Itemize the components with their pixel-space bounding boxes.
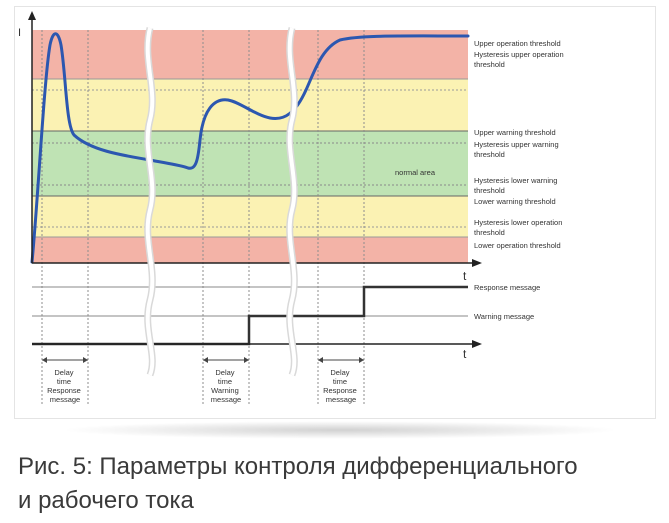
label-hysteresis-upper-operation: Hysteresis upper operation threshold <box>474 50 566 69</box>
delay-bracket-arrows <box>42 357 364 363</box>
delay-label-1-l1: Delay <box>54 368 73 377</box>
delay-label-3: Delay time Response message <box>323 368 359 404</box>
x-axis-top-label: t <box>463 269 467 283</box>
response-message-label: Response message <box>474 283 540 292</box>
delay-label-2-l1: Delay <box>215 368 234 377</box>
delay-arrow-3r <box>359 357 364 363</box>
delay-arrow-3l <box>318 357 323 363</box>
lower-warning-zone <box>32 196 468 237</box>
time-break-1-inner <box>145 27 155 376</box>
x-axis-top-arrow <box>472 259 482 267</box>
warning-message-label: Warning message <box>474 312 534 321</box>
threshold-labels: Upper operation threshold Hysteresis upp… <box>474 39 566 250</box>
label-hysteresis-upper-warning-l1: Hysteresis upper warning <box>474 140 559 149</box>
label-hysteresis-lower-operation: Hysteresis lower operation threshold <box>474 218 564 237</box>
label-lower-operation-threshold: Lower operation threshold <box>474 241 561 250</box>
delay-labels: Delay time Response message Delay time W… <box>47 368 359 404</box>
delay-label-1-l2: time <box>57 377 71 386</box>
time-breaks-white <box>145 27 297 376</box>
normal-area-label: normal area <box>395 168 436 177</box>
delay-label-1: Delay time Response message <box>47 368 83 404</box>
delay-label-2-l3: Warning <box>211 386 239 395</box>
panel-shadow <box>60 421 620 439</box>
normal-zone <box>32 131 468 196</box>
threshold-lines <box>32 78 468 238</box>
label-upper-warning-threshold: Upper warning threshold <box>474 128 556 137</box>
upper-warning-zone <box>32 79 468 131</box>
delay-arrow-2r <box>244 357 249 363</box>
label-hysteresis-lower-warning-l1: Hysteresis lower warning <box>474 176 557 185</box>
delay-label-2: Delay time Warning message <box>211 368 241 404</box>
label-hysteresis-upper-warning-l2: threshold <box>474 150 505 159</box>
label-hysteresis-lower-operation-l2: threshold <box>474 228 505 237</box>
x-axis-bottom-arrow <box>472 340 482 348</box>
delay-label-1-l3: Response <box>47 386 81 395</box>
delay-arrow-1r <box>83 357 88 363</box>
delay-arrow-2l <box>203 357 208 363</box>
label-hysteresis-upper-operation-l2: threshold <box>474 60 505 69</box>
figure-caption: Рис. 5: Параметры контроля дифференциаль… <box>18 450 658 518</box>
caption-line-2: и рабочего тока <box>18 487 194 514</box>
time-break-2-inner <box>287 27 297 376</box>
caption-line-1: Рис. 5: Параметры контроля дифференциаль… <box>18 453 578 480</box>
label-hysteresis-lower-warning-l2: threshold <box>474 186 505 195</box>
label-lower-warning-threshold: Lower warning threshold <box>474 197 556 206</box>
y-axis-label: I <box>18 27 21 39</box>
label-hysteresis-lower-warning: Hysteresis lower warning threshold <box>474 176 559 195</box>
delay-arrow-1l <box>42 357 47 363</box>
upper-operation-zone <box>32 30 468 79</box>
y-axis-arrow <box>28 11 36 20</box>
label-hysteresis-upper-operation-l1: Hysteresis upper operation <box>474 50 564 59</box>
delay-label-3-l1: Delay <box>330 368 349 377</box>
x-axis-bottom-label: t <box>463 347 467 361</box>
delay-label-1-l4: message <box>50 395 80 404</box>
label-hysteresis-upper-warning: Hysteresis upper warning threshold <box>474 140 561 159</box>
label-hysteresis-lower-operation-l1: Hysteresis lower operation <box>474 218 562 227</box>
delay-label-2-l4: message <box>211 395 241 404</box>
delay-label-2-l2: time <box>218 377 232 386</box>
delay-label-3-l2: time <box>333 377 347 386</box>
delay-label-3-l4: message <box>326 395 356 404</box>
current-curve <box>30 32 470 264</box>
label-upper-operation-threshold: Upper operation threshold <box>474 39 561 48</box>
delay-label-3-l3: Response <box>323 386 357 395</box>
lower-operation-zone <box>32 237 468 263</box>
